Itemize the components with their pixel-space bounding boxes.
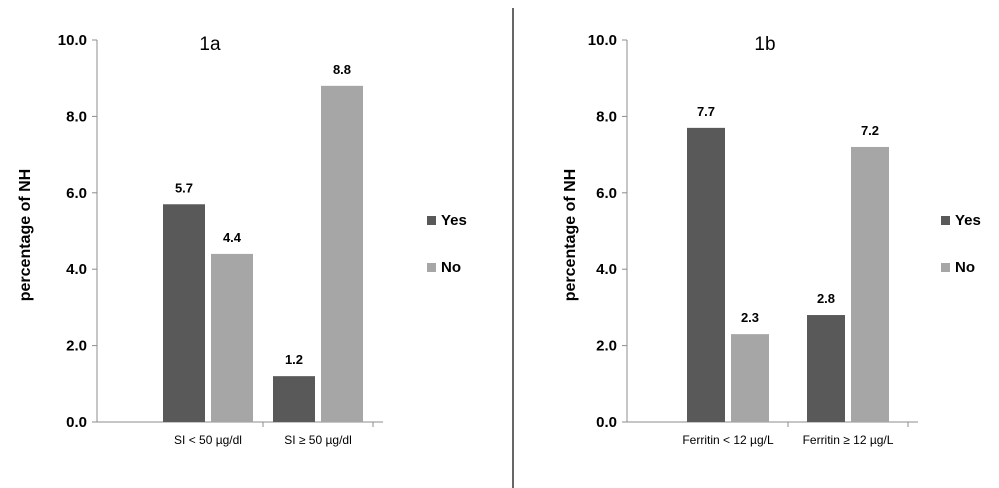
no-bar	[321, 85, 363, 422]
data-label: 1.2	[285, 352, 303, 367]
legend-label-no: No	[441, 259, 461, 276]
x-tick-label: SI ≥ 50 µg/dl	[284, 433, 352, 447]
data-label: 7.7	[697, 104, 715, 119]
data-label: 5.7	[175, 180, 193, 195]
legend-swatch-yes	[941, 216, 950, 225]
y-tick-label: 2.0	[66, 338, 87, 355]
legend-swatch-yes	[427, 216, 436, 225]
y-tick-label: 0.0	[66, 414, 87, 431]
y-tick-label: 2.0	[596, 338, 617, 355]
y-tick-label: 8.0	[66, 108, 87, 125]
x-tick-label: Ferritin ≥ 12 µg/L	[803, 433, 894, 447]
no-bar	[851, 146, 889, 422]
no-bar	[211, 253, 253, 422]
chart-1b: 1b percentage of NH 0.0 2.0 4.0 6.0 8.0 10.0 7.7…	[562, 32, 981, 447]
y-axis-label: percentage of NH	[17, 169, 34, 301]
data-label: 7.2	[861, 123, 879, 138]
y-tick-label: 8.0	[596, 108, 617, 125]
y-axis-label: percentage of NH	[562, 169, 579, 301]
yes-bar	[687, 127, 725, 423]
legend-swatch-no	[427, 263, 436, 272]
x-tick-label: SI < 50 µg/dl	[174, 433, 242, 447]
data-label: 4.4	[223, 230, 242, 245]
y-tick-label: 4.0	[66, 261, 87, 278]
data-label: 8.8	[333, 62, 351, 77]
yes-bar	[163, 204, 205, 422]
data-label: 2.8	[817, 291, 835, 306]
no-bar	[731, 334, 769, 422]
data-label: 2.3	[741, 310, 759, 325]
yes-bar	[273, 376, 315, 422]
legend-label-no: No	[955, 259, 975, 276]
y-tick-label: 0.0	[596, 414, 617, 431]
legend-swatch-no	[941, 263, 950, 272]
y-tick-label: 4.0	[596, 261, 617, 278]
chart-1a: 1a percentage of NH 0.0 2.0 4.0 6.0 8.0 10.0 5.7…	[17, 32, 467, 447]
y-tick-label: 6.0	[596, 185, 617, 202]
chart-title: 1b	[754, 34, 775, 55]
y-tick-label: 10.0	[588, 32, 617, 49]
x-tick-label: Ferritin < 12 µg/L	[682, 433, 774, 447]
yes-bar	[807, 315, 845, 422]
legend-label-yes: Yes	[955, 212, 981, 229]
y-tick-label: 10.0	[58, 32, 87, 49]
chart-title: 1a	[199, 34, 221, 55]
y-tick-label: 6.0	[66, 185, 87, 202]
legend-label-yes: Yes	[441, 212, 467, 229]
